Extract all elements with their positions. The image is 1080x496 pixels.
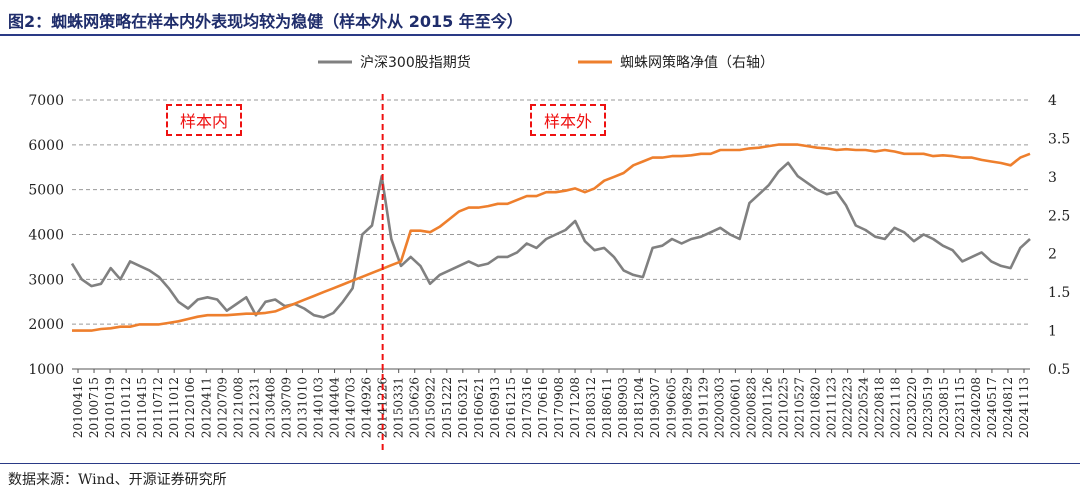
out-sample-annotation: 样本外	[530, 104, 607, 136]
x-tick-label: 20190829	[680, 377, 694, 438]
x-tick-label: 20170616	[536, 377, 550, 438]
x-tick-label: 20130408	[263, 377, 277, 438]
footer-rule	[0, 463, 1080, 464]
x-tick-label: 20151222	[440, 377, 454, 438]
x-tick-label: 20210225	[776, 377, 790, 438]
right-tick-label: 4	[1048, 93, 1057, 109]
x-tick-label: 20160913	[488, 377, 502, 438]
x-tick-label: 20160321	[456, 377, 470, 438]
x-tick-label: 20131010	[295, 377, 309, 438]
x-tick-label: 20230815	[937, 377, 951, 438]
x-tick-label: 20230519	[921, 377, 935, 438]
series-layer	[70, 143, 1031, 332]
left-tick-label: 5000	[28, 183, 64, 199]
x-tick-label: 20150922	[424, 377, 438, 438]
right-tick-label: 0.5	[1048, 362, 1070, 378]
x-tick-label: 20190307	[648, 377, 662, 438]
x-tick-label: 20121231	[247, 377, 261, 438]
x-tick-label: 20210820	[809, 377, 823, 438]
right-axis-ticks: 0.5 1 1.5 2 2.5 3 3.5 4	[1048, 93, 1070, 378]
right-tick-label: 2	[1048, 247, 1057, 263]
x-tick-label: 20161215	[504, 377, 518, 438]
legend: 沪深300股指期货 蜘蛛网策略净值（右轴）	[318, 54, 774, 71]
x-tick-label: 20170908	[552, 377, 566, 438]
left-tick-label: 1000	[28, 362, 64, 378]
legend-label: 沪深300股指期货	[360, 54, 471, 71]
x-tick-label: 20220524	[857, 377, 871, 438]
x-tick-label: 20160621	[472, 377, 486, 438]
x-tick-label: 20241113	[1017, 377, 1031, 438]
title-rule	[0, 34, 1080, 36]
x-tick-label: 20120411	[199, 377, 213, 438]
right-tick-label: 3	[1048, 170, 1057, 186]
right-tick-label: 3.5	[1048, 131, 1070, 147]
x-tick-label: 20180611	[600, 377, 614, 438]
chart-title: 图2：蜘蛛网策略在样本内外表现均较为稳健（样本外从 2015 年至今）	[8, 12, 523, 31]
x-tick-label: 20201126	[760, 377, 774, 438]
x-tick-label: 20110112	[119, 377, 133, 438]
x-tick-label: 20110415	[135, 377, 149, 438]
x-tick-label: 20231115	[953, 377, 967, 438]
x-tick-label: 20171208	[568, 377, 582, 438]
left-tick-label: 3000	[28, 272, 64, 288]
in-sample-annotation: 样本内	[166, 104, 243, 136]
right-tick-label: 1.5	[1048, 285, 1070, 301]
left-tick-label: 7000	[28, 93, 64, 109]
left-tick-label: 2000	[28, 317, 64, 333]
series-line-futures	[70, 161, 1031, 319]
x-tick-label: 20210527	[793, 377, 807, 438]
x-tick-label: 20190605	[664, 377, 678, 438]
chart-canvas: 1000 2000 3000 4000 5000 6000 7000 0.5 1 1.5 2 2.5…	[28, 54, 1070, 451]
series-line-strategy	[72, 143, 1031, 332]
x-tick-label: 20240208	[969, 377, 983, 438]
x-tick-label: 20100416	[71, 377, 85, 438]
x-tick-label: 20101019	[103, 377, 117, 438]
x-tick-label: 20211123	[825, 377, 839, 438]
x-tick-label: 20221118	[889, 377, 903, 438]
legend-label: 蜘蛛网策略净值（右轴）	[620, 54, 774, 71]
x-tick-label: 20121008	[231, 377, 245, 438]
x-tick-label: 20120106	[183, 377, 197, 438]
source-note: 数据来源：Wind、开源证券研究所	[8, 472, 227, 488]
x-axis-ticks: 20100416 20100715 20101019 20110112 20110415…	[71, 369, 1031, 438]
x-tick-label: 20191129	[696, 377, 710, 438]
grid-lines	[72, 99, 1030, 370]
x-tick-label: 20200828	[744, 377, 758, 438]
x-tick-label: 20150626	[408, 377, 422, 438]
x-tick-label: 20170316	[520, 377, 534, 438]
x-tick-label: 20130709	[279, 377, 293, 438]
x-tick-label: 20140103	[312, 377, 326, 438]
x-tick-label: 20120709	[215, 377, 229, 438]
x-tick-label: 20181204	[632, 377, 646, 438]
left-tick-label: 6000	[28, 138, 64, 154]
x-tick-label: 20180312	[584, 377, 598, 438]
x-tick-label: 20150331	[392, 377, 406, 438]
x-tick-label: 20220818	[873, 377, 887, 438]
x-tick-label: 20220223	[841, 377, 855, 438]
x-tick-label: 20230220	[905, 377, 919, 438]
x-tick-label: 20240517	[985, 377, 999, 438]
x-tick-label: 20240812	[1001, 377, 1015, 438]
x-tick-label: 20140703	[344, 377, 358, 438]
left-tick-label: 4000	[28, 228, 64, 244]
x-tick-label: 20180903	[616, 377, 630, 438]
x-tick-label: 20110712	[151, 377, 165, 438]
right-tick-label: 2.5	[1048, 208, 1070, 224]
x-tick-label: 20111012	[167, 377, 181, 438]
x-tick-label: 20200303	[712, 377, 726, 438]
x-tick-label: 20140926	[360, 377, 374, 438]
right-tick-label: 1	[1048, 324, 1057, 340]
left-axis-ticks: 1000 2000 3000 4000 5000 6000 7000	[28, 93, 64, 378]
x-tick-label: 20100715	[87, 377, 101, 438]
x-tick-label: 20200601	[728, 377, 742, 438]
x-tick-label: 20140404	[328, 377, 342, 438]
